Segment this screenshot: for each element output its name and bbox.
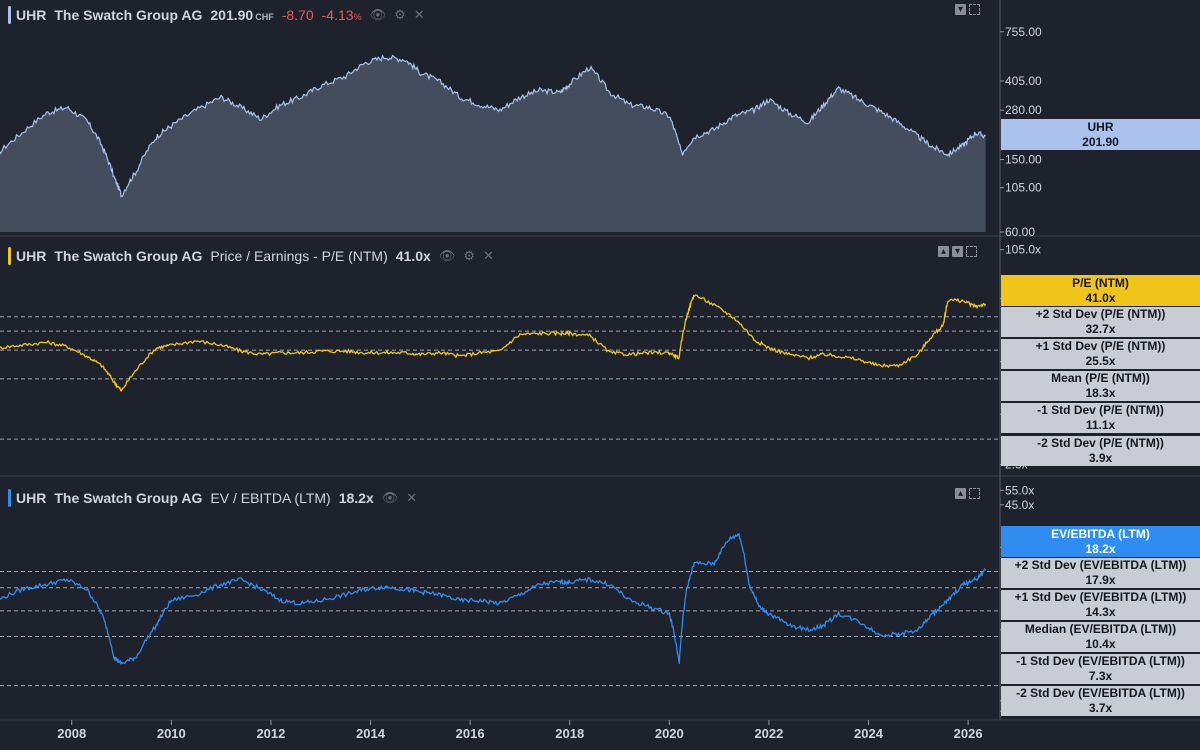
visibility-icon[interactable]: 👁 — [369, 7, 387, 22]
y-tick-label: 755.00 — [1005, 25, 1042, 39]
price-pane-header: UHR The Swatch Group AG 201.90 CHF -8.70… — [8, 4, 425, 26]
price-change: -8.70 — [281, 7, 314, 23]
settings-icon[interactable]: ⚙ — [394, 7, 406, 22]
y-tick-label: 55.0x — [1005, 483, 1034, 497]
metric-name: Price / Earnings - P/E (NTM) — [210, 248, 388, 264]
pane-separators — [0, 0, 1200, 721]
price-pane-controls: ▾ — [955, 4, 980, 15]
ev-std-label: +2 Std Dev (EV/EBITDA (LTM)) 17.9x — [1001, 557, 1200, 588]
ticker[interactable]: UHR — [16, 490, 47, 506]
price-tag: UHR 201.90 — [1001, 119, 1200, 150]
move-down-icon[interactable]: ▾ — [955, 4, 966, 15]
pe-value-tag: P/E (NTM) 41.0x — [1001, 275, 1200, 306]
company-name: The Swatch Group AG — [54, 490, 203, 506]
move-down-icon[interactable]: ▾ — [952, 246, 963, 257]
ev-std-label: -2 Std Dev (EV/EBITDA (LTM)) 3.7x — [1001, 685, 1200, 716]
last-price: 201.90 — [210, 7, 254, 23]
x-tick-label: 2008 — [57, 726, 86, 741]
x-tick-label: 2012 — [256, 726, 285, 741]
ticker[interactable]: UHR — [16, 7, 47, 23]
price-tag-value: 201.90 — [1082, 135, 1119, 149]
currency: CHF — [255, 12, 274, 22]
ev-std-label: +1 Std Dev (EV/EBITDA (LTM)) 14.3x — [1001, 589, 1200, 620]
move-up-icon[interactable]: ▴ — [938, 246, 949, 257]
x-tick-label: 2016 — [456, 726, 485, 741]
x-tick-label: 2024 — [854, 726, 884, 741]
price-area-fill — [0, 55, 986, 232]
x-tick-label: 2018 — [555, 726, 584, 741]
pe-std-label: Mean (P/E (NTM)) 18.3x — [1001, 370, 1200, 401]
close-icon[interactable]: ✕ — [482, 248, 494, 263]
y-tick-label: 405.00 — [1005, 74, 1042, 88]
ev-std-label: Median (EV/EBITDA (LTM)) 10.4x — [1001, 621, 1200, 652]
price-change-pct: -4.13% — [321, 7, 362, 23]
x-tick-label: 2020 — [655, 726, 684, 741]
y-tick-label: 45.0x — [1005, 498, 1034, 512]
close-icon[interactable]: ✕ — [406, 490, 418, 505]
ev-tag-value: 18.2x — [1085, 542, 1116, 556]
series-color-bar — [8, 6, 11, 24]
pe-std-label: -1 Std Dev (P/E (NTM)) 11.1x — [1001, 402, 1200, 433]
pe-tag-name: P/E (NTM) — [1072, 276, 1129, 290]
y-tick-label: 105.0x — [1005, 243, 1041, 257]
maximize-pane-icon[interactable] — [966, 246, 977, 257]
settings-icon[interactable]: ⚙ — [463, 248, 475, 263]
pe-std-label: +2 Std Dev (P/E (NTM)) 32.7x — [1001, 306, 1200, 337]
ticker[interactable]: UHR — [16, 248, 47, 264]
maximize-pane-icon[interactable] — [969, 4, 980, 15]
visibility-icon[interactable]: 👁 — [438, 248, 456, 263]
series-color-bar — [8, 489, 11, 507]
y-tick-label: 60.00 — [1005, 225, 1035, 239]
pe-pane-header: UHR The Swatch Group AG Price / Earnings… — [8, 245, 494, 267]
ev-tag-name: EV/EBITDA (LTM) — [1051, 527, 1150, 541]
price-tag-name: UHR — [1087, 120, 1114, 134]
close-icon[interactable]: ✕ — [413, 7, 425, 22]
pe-metric-line — [0, 294, 987, 393]
metric-value: 18.2x — [338, 490, 374, 506]
price-line — [0, 54, 987, 198]
ev-std-label: -1 Std Dev (EV/EBITDA (LTM)) 7.3x — [1001, 653, 1200, 684]
ev-value-tag: EV/EBITDA (LTM) 18.2x — [1001, 526, 1200, 557]
company-name: The Swatch Group AG — [54, 7, 203, 23]
x-tick-label: 2022 — [754, 726, 783, 741]
pe-std-label: -2 Std Dev (P/E (NTM)) 3.9x — [1001, 435, 1200, 466]
metric-value: 41.0x — [395, 248, 431, 264]
y-tick-label: 150.00 — [1005, 153, 1042, 167]
pe-pane[interactable] — [0, 294, 1000, 440]
visibility-icon[interactable]: 👁 — [381, 490, 399, 505]
x-tick-label: 2014 — [356, 726, 386, 741]
company-name: The Swatch Group AG — [54, 248, 203, 264]
pe-pane-controls: ▴ ▾ — [938, 246, 977, 257]
pe-tag-value: 41.0x — [1085, 291, 1116, 305]
ev-pane[interactable] — [0, 532, 1000, 687]
y-tick-label: 280.00 — [1005, 103, 1042, 117]
x-tick-label: 2026 — [954, 726, 983, 741]
metric-name: EV / EBITDA (LTM) — [210, 490, 331, 506]
series-color-bar — [8, 247, 11, 265]
maximize-pane-icon[interactable] — [969, 488, 980, 499]
move-up-icon[interactable]: ▴ — [955, 488, 966, 499]
x-tick-label: 2010 — [157, 726, 186, 741]
ev-metric-line — [0, 532, 987, 665]
ev-pane-controls: ▴ — [955, 488, 980, 499]
ev-pane-header: UHR The Swatch Group AG EV / EBITDA (LTM… — [8, 487, 417, 509]
y-tick-label: 105.00 — [1005, 181, 1042, 195]
x-axis[interactable]: 2008 2010 2012 2014 2016 2018 2020 2022 2024 2026 — [57, 720, 983, 741]
pe-std-label: +1 Std Dev (P/E (NTM)) 25.5x — [1001, 338, 1200, 369]
price-pane[interactable] — [0, 54, 987, 233]
